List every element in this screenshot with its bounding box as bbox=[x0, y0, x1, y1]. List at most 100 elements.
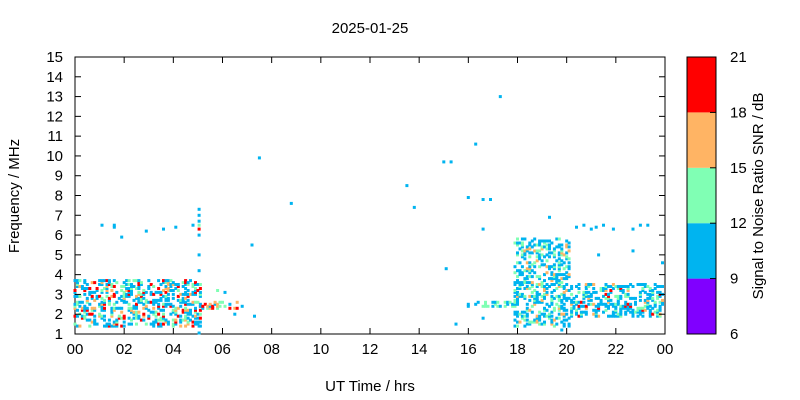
data-point bbox=[638, 306, 642, 310]
data-point bbox=[164, 287, 168, 290]
data-point bbox=[592, 312, 596, 316]
data-point bbox=[76, 281, 79, 285]
data-point bbox=[661, 261, 664, 265]
data-point bbox=[543, 294, 546, 298]
data-point bbox=[562, 290, 566, 294]
data-point bbox=[112, 294, 116, 298]
data-point bbox=[562, 296, 566, 300]
data-point bbox=[533, 296, 537, 300]
data-point bbox=[594, 304, 598, 308]
data-point bbox=[198, 316, 202, 320]
data-point bbox=[127, 290, 131, 294]
data-point bbox=[105, 324, 109, 328]
data-point bbox=[194, 320, 197, 324]
data-point bbox=[142, 290, 146, 294]
data-point bbox=[602, 310, 605, 314]
data-point bbox=[103, 279, 106, 283]
data-point bbox=[624, 312, 628, 316]
data-point bbox=[449, 160, 453, 164]
data-point bbox=[520, 294, 524, 298]
data-point bbox=[548, 265, 551, 269]
data-point bbox=[661, 298, 664, 302]
data-point bbox=[548, 316, 551, 320]
data-point bbox=[184, 308, 188, 312]
data-point bbox=[557, 285, 561, 288]
data-point bbox=[516, 253, 519, 257]
data-point bbox=[528, 261, 532, 265]
data-point bbox=[154, 298, 158, 302]
y-tick-label: 10 bbox=[46, 148, 63, 165]
data-point bbox=[191, 292, 195, 296]
data-point bbox=[117, 306, 121, 310]
data-point bbox=[198, 320, 202, 324]
data-point bbox=[602, 289, 605, 292]
data-point bbox=[184, 296, 188, 300]
data-point bbox=[565, 265, 569, 269]
data-point bbox=[614, 304, 618, 308]
data-point bbox=[614, 310, 618, 314]
data-point bbox=[607, 300, 610, 304]
data-point bbox=[520, 314, 524, 318]
data-point bbox=[567, 249, 571, 253]
data-point bbox=[516, 302, 519, 306]
data-point bbox=[636, 306, 640, 310]
y-axis-title: Frequency / MHz bbox=[6, 139, 23, 253]
data-point bbox=[525, 285, 529, 288]
data-point bbox=[528, 298, 532, 302]
data-point bbox=[643, 298, 647, 302]
data-point bbox=[597, 306, 601, 310]
data-point bbox=[120, 298, 124, 302]
data-point bbox=[73, 279, 77, 283]
data-point bbox=[579, 304, 583, 308]
data-point bbox=[137, 285, 141, 288]
data-point bbox=[528, 294, 532, 298]
data-point bbox=[528, 255, 532, 259]
data-point bbox=[127, 322, 131, 326]
data-point bbox=[76, 314, 79, 318]
data-point bbox=[656, 296, 660, 300]
data-point bbox=[137, 316, 141, 320]
data-point bbox=[555, 273, 559, 277]
data-point bbox=[98, 312, 102, 316]
data-point bbox=[648, 294, 652, 298]
data-point bbox=[184, 279, 188, 283]
data-point bbox=[535, 316, 539, 320]
data-point bbox=[656, 285, 660, 288]
data-point bbox=[194, 306, 197, 310]
data-point bbox=[621, 290, 625, 294]
data-point bbox=[543, 306, 546, 310]
data-point bbox=[621, 304, 625, 308]
data-point bbox=[115, 300, 119, 304]
data-point bbox=[607, 296, 610, 300]
data-point bbox=[530, 269, 534, 273]
data-point bbox=[78, 324, 82, 328]
data-point bbox=[152, 302, 156, 306]
data-point bbox=[516, 243, 519, 247]
data-point bbox=[476, 300, 480, 304]
data-point bbox=[85, 318, 89, 322]
data-point bbox=[164, 294, 168, 298]
data-point bbox=[658, 306, 662, 310]
data-point bbox=[88, 312, 92, 316]
data-point bbox=[166, 296, 170, 300]
data-point bbox=[159, 324, 163, 328]
data-point bbox=[115, 290, 119, 294]
data-point bbox=[112, 322, 116, 326]
data-point bbox=[619, 306, 623, 310]
x-tick-label: 06 bbox=[214, 341, 231, 358]
colorbar-band bbox=[687, 223, 716, 279]
data-point bbox=[570, 302, 574, 306]
data-point bbox=[174, 225, 178, 229]
data-point bbox=[518, 285, 522, 288]
data-point bbox=[658, 290, 662, 294]
data-point bbox=[516, 237, 519, 241]
data-point bbox=[181, 298, 185, 302]
data-point bbox=[83, 316, 87, 320]
data-point bbox=[137, 290, 141, 294]
data-point bbox=[90, 296, 94, 300]
data-point bbox=[538, 318, 542, 322]
data-point bbox=[562, 277, 566, 281]
data-point bbox=[552, 289, 556, 292]
data-point bbox=[552, 324, 556, 328]
data-point bbox=[122, 281, 126, 285]
